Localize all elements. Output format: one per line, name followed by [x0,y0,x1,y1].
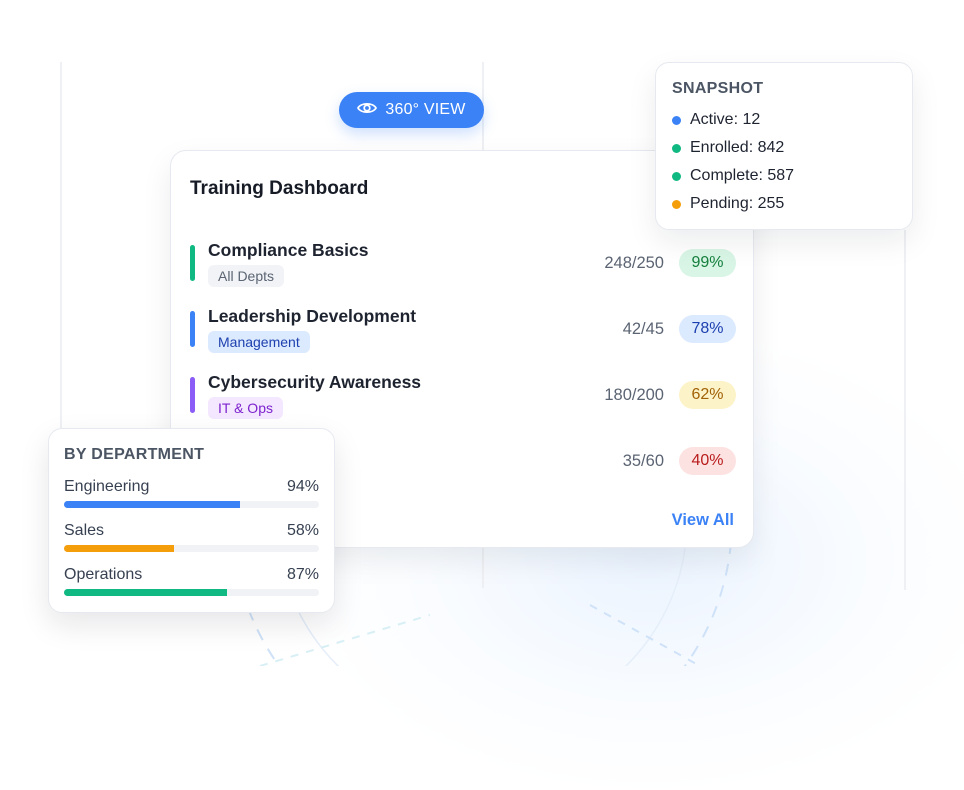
course-row[interactable]: Leadership Development Management 42/45 78% [190,304,736,354]
view-all-link[interactable]: View All [671,511,734,529]
course-row[interactable]: Cybersecurity Awareness IT & Ops 180/200 62… [190,370,736,420]
snapshot-panel: SNAPSHOT Active: 12 Enrolled: 842 Complete… [655,62,913,230]
snapshot-item: Pending: 255 [672,195,784,213]
department-row: Engineering 94% [64,478,319,518]
course-department-tag: IT & Ops [208,397,283,419]
course-color-bar [190,311,195,347]
department-progress-fill [64,501,240,508]
course-department-tag: Management [208,331,310,353]
department-name: Operations [64,566,143,583]
department-progress-fill [64,589,228,596]
course-completion-count: 42/45 [622,320,664,338]
360-view-button[interactable]: 360° VIEW [339,92,484,128]
snapshot-item: Complete: 587 [672,167,794,185]
status-dot-icon [672,171,681,181]
snapshot-item-label: Active: 12 [690,111,761,128]
course-color-bar [190,245,195,281]
course-name: Cybersecurity Awareness [208,372,422,392]
department-name: Engineering [64,478,150,495]
course-completion-count: 180/200 [604,386,664,404]
snapshot-item-label: Pending: 255 [690,195,785,212]
divider-line [904,230,906,590]
department-percent: 94% [286,478,319,495]
department-progress-bar [64,589,319,596]
course-percent-badge: 78% [679,315,736,343]
department-row: Operations 87% [64,566,319,606]
360-view-label: 360° VIEW [385,101,466,118]
snapshot-title: SNAPSHOT [672,80,764,97]
course-name: Leadership Development [208,306,417,326]
course-percent-badge: 62% [679,381,736,409]
department-title: BY DEPARTMENT [64,446,205,463]
department-panel: BY DEPARTMENT Engineering 94% Sales 58% Oper… [48,428,335,613]
department-percent: 58% [286,522,319,539]
snapshot-item: Active: 12 [672,111,760,129]
department-percent: 87% [286,566,319,583]
department-row: Sales 58% [64,522,319,562]
course-completion-count: 248/250 [604,254,664,272]
course-name: Compliance Basics [208,240,369,260]
course-completion-count: 35/60 [622,452,664,470]
course-percent-badge: 99% [679,249,736,277]
eye-icon [357,101,378,120]
divider-line [482,548,484,588]
course-department-tag: All Depts [208,265,285,287]
department-progress-bar [64,545,319,552]
department-progress-bar [64,501,319,508]
department-progress-fill [64,545,174,552]
department-name: Sales [64,522,105,539]
snapshot-item-label: Enrolled: 842 [690,139,785,156]
status-dot-icon [672,143,681,153]
course-color-bar [190,377,195,413]
status-dot-icon [672,199,681,209]
snapshot-item: Enrolled: 842 [672,139,784,157]
snapshot-item-label: Complete: 587 [690,167,795,184]
course-percent-badge: 40% [679,447,736,475]
divider-line [60,62,62,432]
course-row[interactable]: Compliance Basics All Depts 248/250 99% [190,238,736,288]
status-dot-icon [672,115,681,125]
dashboard-title: Training Dashboard [190,178,369,199]
